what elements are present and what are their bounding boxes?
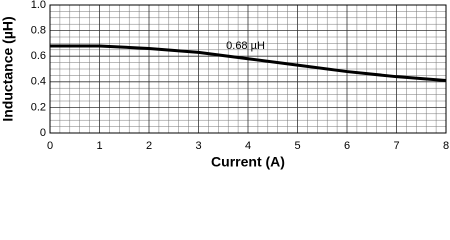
x-tick-label: 5 <box>294 140 300 152</box>
x-tick-label: 7 <box>393 140 399 152</box>
x-tick-label: 4 <box>245 140 251 152</box>
x-tick-label: 2 <box>146 140 152 152</box>
x-tick-label: 3 <box>195 140 201 152</box>
annotation: 0.68 µH <box>226 40 265 52</box>
x-tick-label: 8 <box>443 140 449 152</box>
line <box>50 44 447 83</box>
x-tick-label: 0 <box>47 140 53 152</box>
y-tick-label: 0 <box>40 127 46 139</box>
y-tick-label: 0.2 <box>31 101 46 113</box>
y-tick-label: 1.0 <box>31 0 46 11</box>
y-axis-title: Inductance (µH) <box>0 16 16 121</box>
grid <box>49 4 447 134</box>
y-tick-label: 0.6 <box>31 50 46 62</box>
x-tick-label: 1 <box>96 140 102 152</box>
plot-frame <box>49 4 447 134</box>
x-axis-title: Current (A) <box>211 154 285 170</box>
page: Current (A) Inductance (µH) 0 1 2 3 4 5 6 7 8 0 0.… <box>0 0 450 170</box>
y-tick-label: 0.4 <box>31 76 46 88</box>
x-tick-label: 6 <box>344 140 350 152</box>
chart: Current (A) Inductance (µH) 0 1 2 3 4 5 6 7 8 0 0.… <box>0 0 449 170</box>
y-tick-label: 0.8 <box>31 25 46 37</box>
